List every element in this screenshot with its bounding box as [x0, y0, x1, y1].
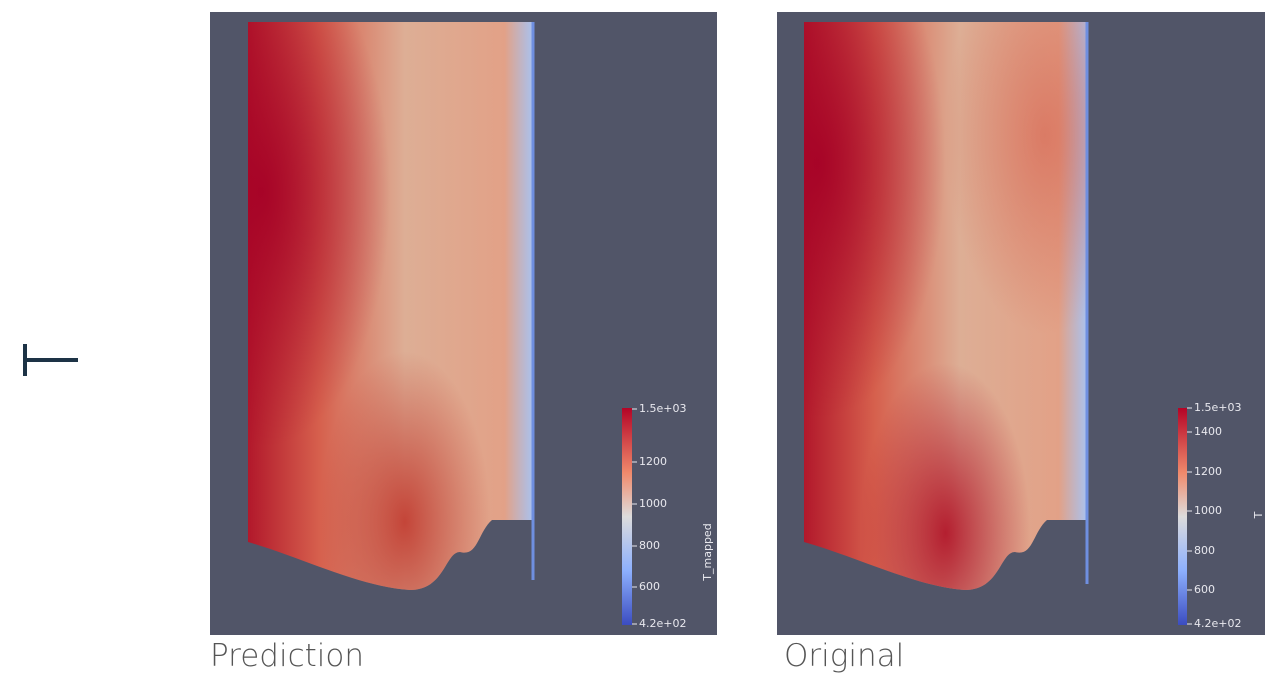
colorbar-title: T_mapped — [701, 523, 714, 581]
original-render: T 1.5e+03 1400 1200 1000 800 600 4.2e+02 — [777, 12, 1265, 635]
colorbar-label: 1400 — [1194, 425, 1222, 438]
colorbar-label: 1.5e+03 — [1194, 401, 1241, 414]
caption: Prediction — [210, 638, 365, 674]
colorbar-label: 800 — [1194, 544, 1215, 557]
colorbar-label: 1000 — [1194, 504, 1222, 517]
colorbar-title: T — [1252, 511, 1265, 519]
colorbar-label: 1200 — [1194, 465, 1222, 478]
colorbar-label: 1.5e+03 — [639, 402, 686, 415]
colorbar-label: 4.2e+02 — [639, 617, 686, 630]
colorbar-label: 600 — [1194, 583, 1215, 596]
prediction-render: T_mapped 1.5e+03 1200 1000 800 600 4.2e+02 — [210, 12, 717, 635]
colorbar-label: 800 — [639, 539, 660, 552]
colorbar-label: 1200 — [639, 455, 667, 468]
colorbar-label: 1000 — [639, 497, 667, 510]
caption: Original — [784, 638, 905, 674]
colorbar-label: 4.2e+02 — [1194, 617, 1241, 630]
side-icon — [23, 344, 78, 376]
colorbar-label: 600 — [639, 580, 660, 593]
